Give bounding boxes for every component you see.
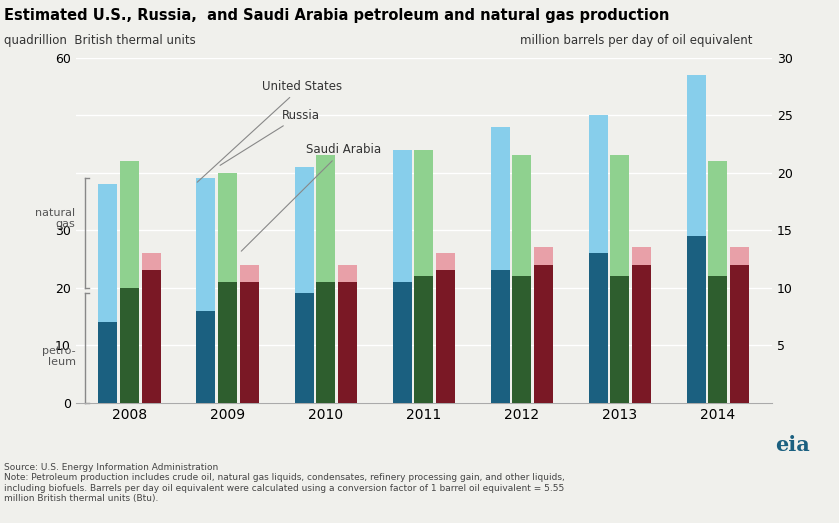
Bar xyxy=(632,265,651,403)
Bar xyxy=(294,167,314,293)
Bar xyxy=(513,276,531,403)
Bar xyxy=(589,253,607,403)
Bar xyxy=(491,270,509,403)
Bar xyxy=(513,155,531,276)
Bar xyxy=(687,75,706,236)
Bar xyxy=(708,161,727,276)
Bar xyxy=(98,184,117,322)
Bar xyxy=(218,282,237,403)
Bar xyxy=(393,150,412,282)
Bar xyxy=(196,178,216,311)
Bar xyxy=(218,173,237,282)
Bar xyxy=(316,155,335,282)
Bar xyxy=(393,282,412,403)
Bar xyxy=(120,288,139,403)
Bar xyxy=(534,247,553,265)
Text: Source: U.S. Energy Information Administration
Note: Petroleum production includ: Source: U.S. Energy Information Administ… xyxy=(4,463,565,503)
Text: petro-
leum: petro- leum xyxy=(42,346,76,368)
Text: Russia: Russia xyxy=(220,109,320,165)
Text: Saudi Arabia: Saudi Arabia xyxy=(242,143,381,251)
Bar xyxy=(610,276,629,403)
Bar xyxy=(414,276,433,403)
Text: million barrels per day of oil equivalent: million barrels per day of oil equivalen… xyxy=(520,34,753,47)
Bar xyxy=(632,247,651,265)
Text: United States: United States xyxy=(197,80,342,182)
Bar xyxy=(142,253,160,270)
Text: quadrillion  British thermal units: quadrillion British thermal units xyxy=(4,34,196,47)
Bar xyxy=(338,282,357,403)
Bar xyxy=(196,311,216,403)
Text: Estimated U.S., Russia,  and Saudi Arabia petroleum and natural gas production: Estimated U.S., Russia, and Saudi Arabia… xyxy=(4,8,670,23)
Bar xyxy=(98,322,117,403)
Bar xyxy=(316,282,335,403)
Bar xyxy=(120,161,139,288)
Bar xyxy=(435,270,455,403)
Bar xyxy=(534,265,553,403)
Bar xyxy=(491,127,509,270)
Bar xyxy=(240,265,258,282)
Bar xyxy=(240,282,258,403)
Bar xyxy=(708,276,727,403)
Bar xyxy=(435,253,455,270)
Bar xyxy=(730,247,749,265)
Bar xyxy=(687,236,706,403)
Bar xyxy=(589,115,607,253)
Bar xyxy=(294,293,314,403)
Bar xyxy=(610,155,629,276)
Text: eia: eia xyxy=(775,435,810,455)
Text: natural
gas: natural gas xyxy=(35,208,76,230)
Bar xyxy=(414,150,433,276)
Bar xyxy=(338,265,357,282)
Bar xyxy=(142,270,160,403)
Bar xyxy=(730,265,749,403)
